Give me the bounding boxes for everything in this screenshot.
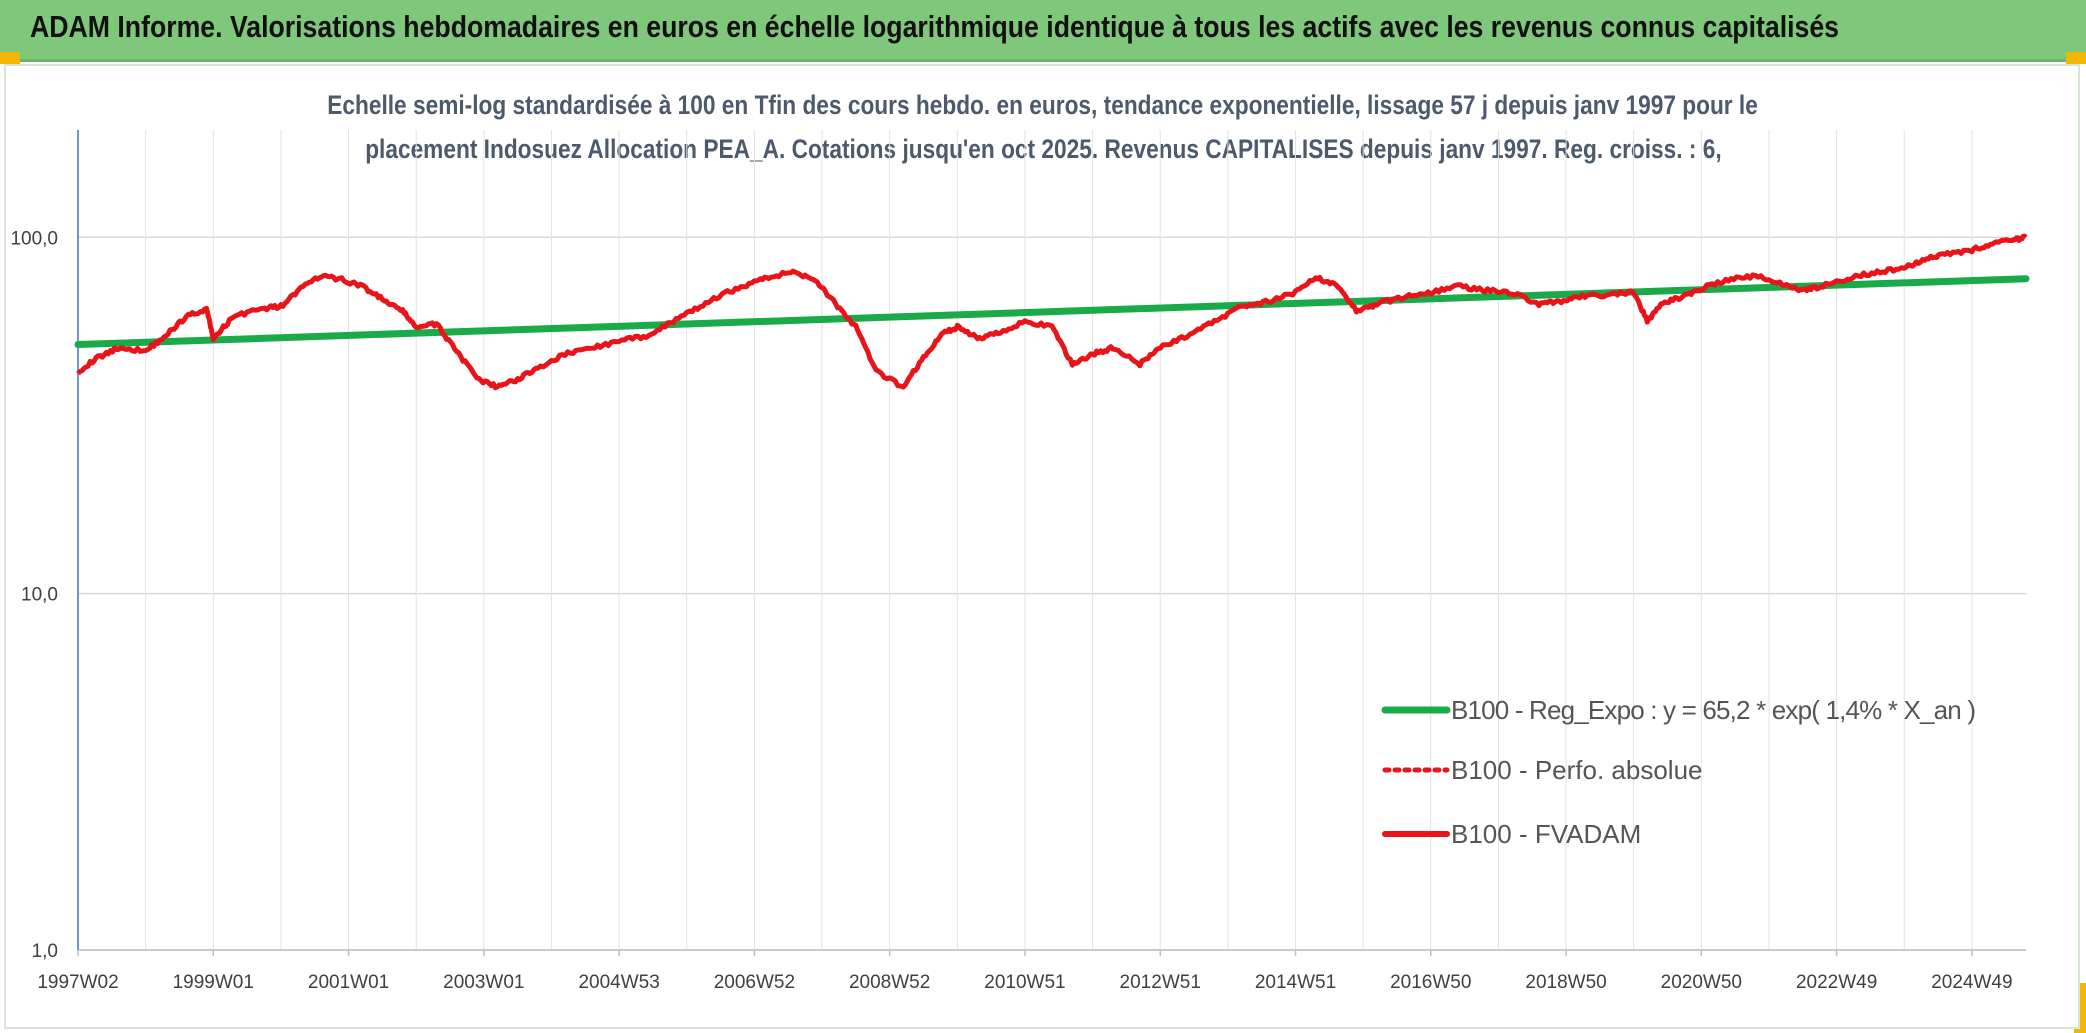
chart-axes: 1,0 10,0 100,0 1997W02 1999W01 2001W01 2003W01… bbox=[10, 130, 2026, 993]
x-tick-label: 2008W52 bbox=[849, 972, 930, 993]
x-tick-label: 1999W01 bbox=[173, 972, 254, 993]
x-tick-label: 2016W50 bbox=[1390, 972, 1471, 993]
chart-legend: B100 - Reg_Expo : y = 65,2 * exp( 1,4% *… bbox=[1385, 695, 1976, 849]
y-tick-label: 10,0 bbox=[21, 585, 58, 606]
y-tick-label: 1,0 bbox=[32, 941, 58, 962]
x-tick-label: 2014W51 bbox=[1255, 972, 1336, 993]
x-tick-label: 2010W51 bbox=[984, 972, 1065, 993]
x-tick-label: 2012W51 bbox=[1120, 972, 1201, 993]
legend-label: B100 - FVADAM bbox=[1451, 819, 1641, 849]
legend-label: B100 - Perfo. absolue bbox=[1451, 755, 1703, 785]
legend-label: B100 - Reg_Expo : y = 65,2 * exp( 1,4% *… bbox=[1451, 695, 1976, 725]
y-tick-label: 100,0 bbox=[10, 228, 58, 249]
chart-series bbox=[78, 236, 2026, 388]
x-tick-label: 1997W02 bbox=[37, 972, 118, 993]
x-tick-label: 2020W50 bbox=[1661, 972, 1742, 993]
x-tick-label: 2003W01 bbox=[443, 972, 524, 993]
x-tick-label: 2001W01 bbox=[308, 972, 389, 993]
x-tick-label: 2022W49 bbox=[1796, 972, 1877, 993]
x-tick-label: 2006W52 bbox=[714, 972, 795, 993]
chart-grid bbox=[78, 130, 2026, 950]
x-tick-label: 2024W49 bbox=[1931, 972, 2012, 993]
x-tick-label: 2004W53 bbox=[578, 972, 659, 993]
trend-line bbox=[78, 279, 2026, 345]
x-tick-label: 2018W50 bbox=[1525, 972, 1606, 993]
